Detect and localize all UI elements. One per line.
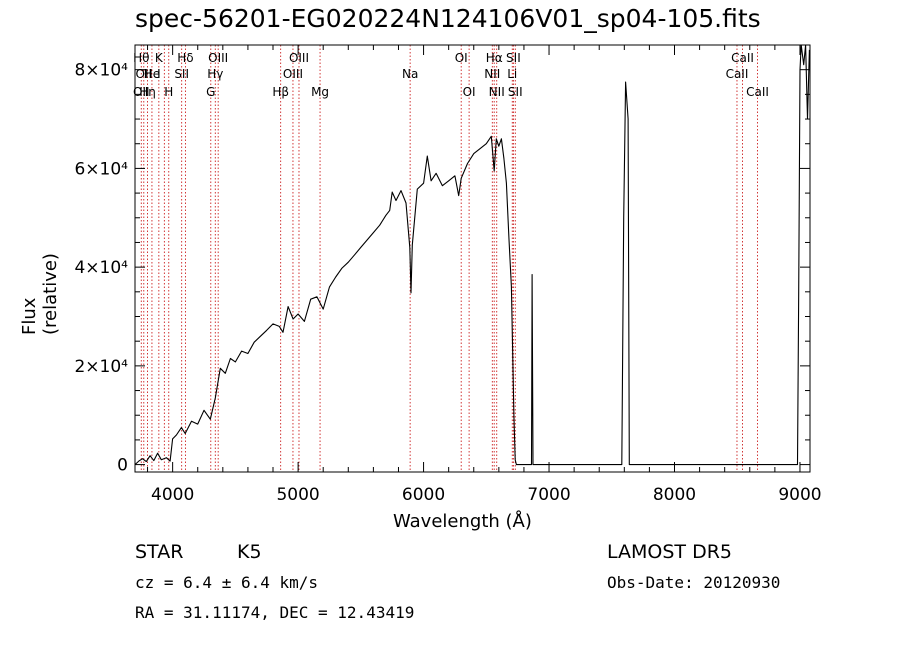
line-label: SII — [174, 67, 189, 81]
x-tick-label: 9000 — [778, 485, 821, 505]
line-label: SII — [508, 85, 523, 99]
line-label: I — [157, 67, 161, 81]
line-label: NII — [484, 67, 500, 81]
object-subclass: K5 — [237, 541, 262, 563]
line-label: Hδ — [177, 51, 193, 65]
line-markers — [140, 45, 759, 472]
y-tick-label: 4×10⁴ — [74, 258, 128, 278]
coordinates: RA = 31.11174, DEC = 12.43419 — [135, 603, 415, 622]
y-tick-label: 0 — [117, 456, 128, 476]
y-tick-label: 8×10⁴ — [74, 61, 128, 81]
line-label: OIII — [283, 67, 303, 81]
tick-labels: 4000 5000 6000 7000 8000 9000 0 2×10⁴ 4×10⁴ 6×10⁴… — [74, 61, 821, 505]
line-label: Hα — [486, 51, 503, 65]
obs-date: Obs-Date: 20120930 — [607, 573, 781, 592]
x-tick-label: 5000 — [276, 485, 319, 505]
line-label: SII — [506, 51, 521, 65]
y-tick-label: 2×10⁴ — [74, 357, 128, 377]
line-labels: HθOIIOIIHηHeKIHSIIHδGHγOIIIHβOIIIOIIIMgN… — [133, 51, 769, 99]
line-label: CaII — [746, 85, 769, 99]
line-label: Li — [507, 67, 517, 81]
plot-frame — [134, 44, 811, 473]
line-label: OI — [455, 51, 468, 65]
x-tick-label: 4000 — [151, 485, 194, 505]
x-tick-label: 7000 — [527, 485, 570, 505]
redshift-value: cz = 6.4 ± 6.4 km/s — [135, 573, 319, 592]
line-label: NII — [489, 85, 505, 99]
line-label: H — [164, 85, 173, 99]
line-label: Mg — [311, 85, 329, 99]
line-label: Hβ — [272, 85, 289, 99]
chart-title: spec-56201-EG020224N124106V01_sp04-105.f… — [135, 4, 761, 33]
line-label: G — [206, 85, 215, 99]
survey-name: LAMOST DR5 — [607, 541, 732, 563]
x-tick-label: 8000 — [653, 485, 696, 505]
line-label: He — [144, 67, 160, 81]
line-label: CaII — [726, 67, 749, 81]
series-layer — [134, 44, 810, 466]
y-tick-label: 6×10⁴ — [74, 159, 128, 179]
object-class: STAR — [135, 541, 184, 563]
x-tick-label: 6000 — [402, 485, 445, 505]
line-label: OI — [463, 85, 476, 99]
spectrum-line — [134, 44, 810, 466]
line-label: Hθ — [133, 51, 149, 65]
line-label: Hγ — [207, 67, 223, 81]
line-label: OII — [133, 85, 150, 99]
line-label: Hη — [139, 85, 156, 99]
axes — [134, 44, 811, 473]
line-label: OII — [136, 67, 153, 81]
line-label: Na — [402, 67, 418, 81]
line-label: OIII — [289, 51, 309, 65]
line-label: K — [155, 51, 164, 65]
line-label: CaII — [731, 51, 754, 65]
x-axis-label: Wavelength (Å) — [393, 511, 532, 532]
line-label: OIII — [208, 51, 228, 65]
